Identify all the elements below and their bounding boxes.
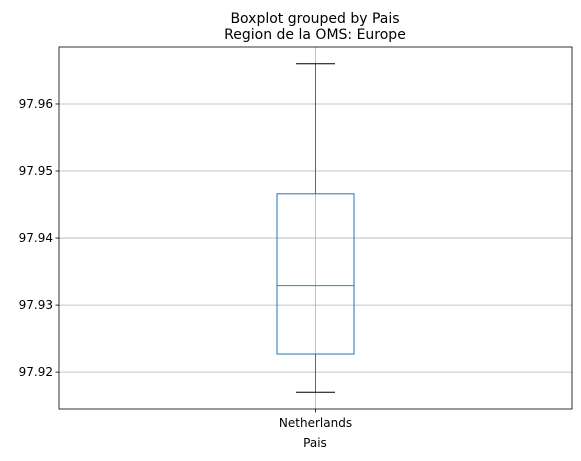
plot-frame bbox=[58, 46, 573, 410]
box-group bbox=[276, 63, 355, 393]
y-tick-label: 97.94 bbox=[19, 231, 53, 245]
chart-title: Region de la OMS: Europe bbox=[224, 27, 406, 43]
x-tick-label: Netherlands bbox=[279, 416, 352, 430]
x-axis-ticks: Netherlands bbox=[279, 409, 352, 430]
x-axis-label: Pais bbox=[303, 436, 327, 450]
y-tick-label: 97.95 bbox=[19, 164, 53, 178]
y-tick-label: 97.93 bbox=[19, 298, 53, 312]
y-tick-label: 97.96 bbox=[19, 97, 53, 111]
y-axis-ticks: 97.92 97.93 97.94 97.95 97.96 bbox=[19, 97, 59, 379]
box-layer bbox=[276, 63, 355, 393]
y-tick-label: 97.92 bbox=[19, 365, 53, 379]
plot-area: 97.92 97.93 97.94 97.95 97.96 Netherlands bbox=[19, 46, 573, 430]
chart-suptitle: Boxplot grouped by Pais bbox=[230, 11, 399, 27]
iqr-box bbox=[276, 193, 355, 355]
